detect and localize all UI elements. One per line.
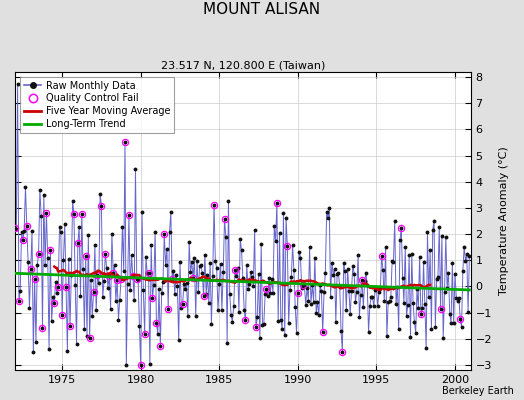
Title: 23.517 N, 120.800 E (Taiwan): 23.517 N, 120.800 E (Taiwan) (161, 61, 325, 71)
Legend: Raw Monthly Data, Quality Control Fail, Five Year Moving Average, Long-Term Tren: Raw Monthly Data, Quality Control Fail, … (20, 77, 174, 133)
Text: Berkeley Earth: Berkeley Earth (442, 386, 514, 396)
Text: MOUNT ALISAN: MOUNT ALISAN (203, 2, 321, 17)
Y-axis label: Temperature Anomaly (°C): Temperature Anomaly (°C) (499, 146, 509, 295)
